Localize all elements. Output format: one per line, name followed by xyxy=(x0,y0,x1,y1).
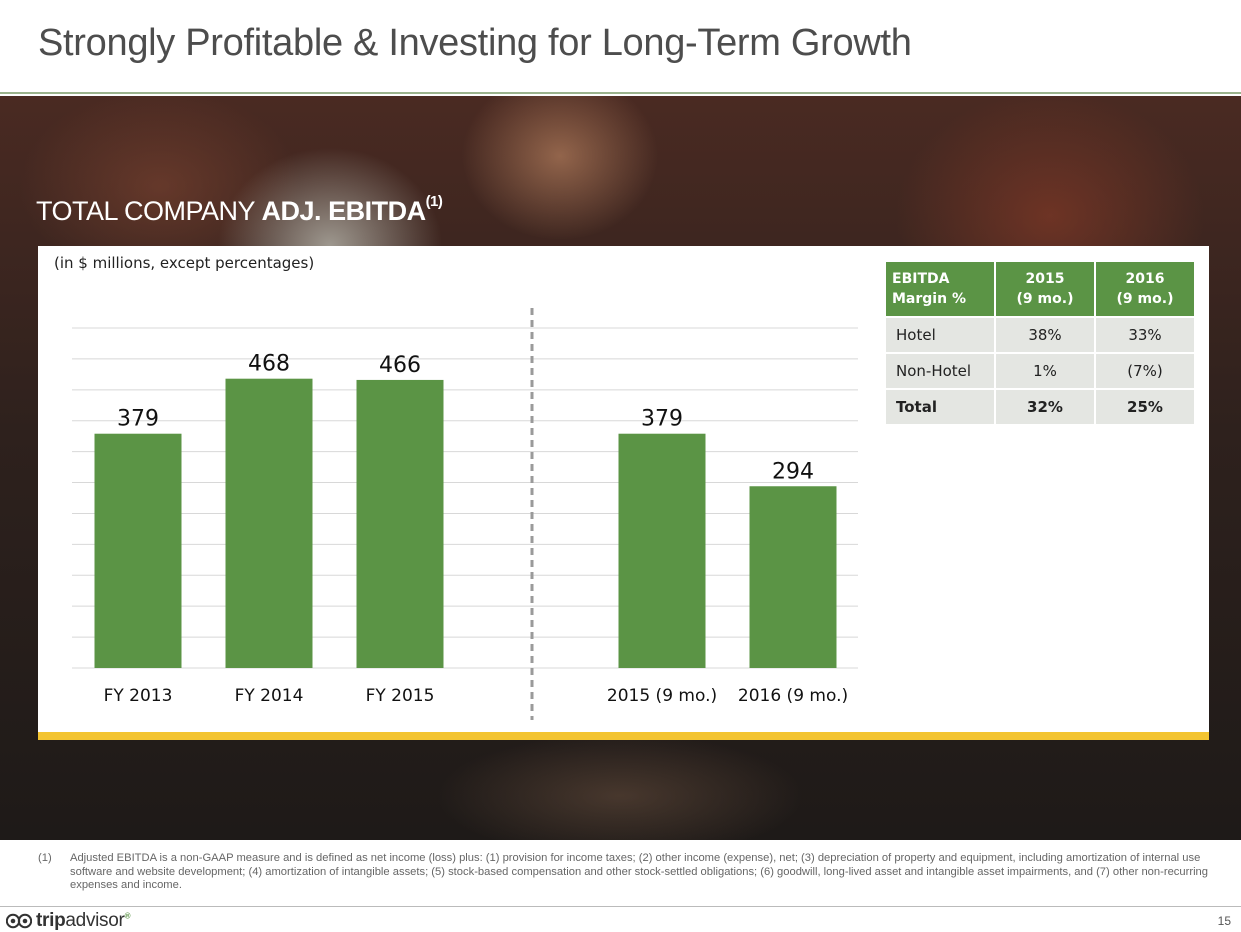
cell-2015: 32% xyxy=(996,390,1094,424)
cell-2016: 33% xyxy=(1096,318,1194,352)
cell-2015: 1% xyxy=(996,354,1094,388)
section-heading: TOTAL COMPANY ADJ. EBITDA(1) xyxy=(36,193,443,227)
title-bar: Strongly Profitable & Investing for Long… xyxy=(0,0,1241,92)
logo-text: tripadvisor® xyxy=(36,910,130,932)
section-heading-bold: ADJ. EBITDA xyxy=(261,196,427,226)
data-label: 294 xyxy=(772,459,814,484)
table-row: Hotel 38% 33% xyxy=(886,318,1194,352)
page-number: 15 xyxy=(1217,914,1231,928)
card-accent-bar xyxy=(38,732,1209,740)
units-note: (in $ millions, except percentages) xyxy=(54,254,315,272)
row-label: Hotel xyxy=(886,318,994,352)
category-label: 2015 (9 mo.) xyxy=(607,686,717,706)
ebitda-margin-table: EBITDA Margin % 2015 (9 mo.) 2016 (9 mo.) H… xyxy=(884,260,1196,426)
footnote-text: Adjusted EBITDA is a non-GAAP measure an… xyxy=(70,852,1208,891)
bars xyxy=(94,378,837,668)
table-header-2015: 2015 (9 mo.) xyxy=(996,262,1094,316)
logo-registered-mark: ® xyxy=(124,911,131,921)
row-label: Total xyxy=(886,390,994,424)
value-labels: 379 468 466 379 294 xyxy=(117,352,814,485)
bar xyxy=(618,433,706,668)
chart-card: (in $ millions, except percentages) 379 4… xyxy=(38,246,1209,732)
table-row-total: Total 32% 25% xyxy=(886,390,1194,424)
table-header-2016: 2016 (9 mo.) xyxy=(1096,262,1194,316)
cell-2016: (7%) xyxy=(1096,354,1194,388)
ebitda-bar-chart: 379 468 466 379 294 FY 2013 FY 2014 FY 2015 201… xyxy=(72,308,858,720)
data-label: 379 xyxy=(641,407,683,432)
category-labels: FY 2013 FY 2014 FY 2015 2015 (9 mo.) 2016 (9… xyxy=(104,686,849,706)
table-row: Non-Hotel 1% (7%) xyxy=(886,354,1194,388)
cell-2016: 25% xyxy=(1096,390,1194,424)
logo-text-light: advisor xyxy=(65,910,125,931)
title-divider xyxy=(0,92,1241,94)
page-title: Strongly Profitable & Investing for Long… xyxy=(38,22,912,64)
footer-divider xyxy=(0,906,1241,907)
bar xyxy=(225,378,313,668)
data-label: 379 xyxy=(117,407,159,432)
bar xyxy=(94,433,182,668)
bar xyxy=(749,486,837,668)
table-header-metric: EBITDA Margin % xyxy=(886,262,994,316)
cell-2015: 38% xyxy=(996,318,1094,352)
section-heading-footnote-ref: (1) xyxy=(425,193,443,210)
section-heading-regular: TOTAL COMPANY xyxy=(36,196,262,226)
table-header-row: EBITDA Margin % 2015 (9 mo.) 2016 (9 mo.) xyxy=(886,262,1194,316)
bar xyxy=(356,379,444,668)
category-label: FY 2013 xyxy=(104,686,173,706)
logo-text-bold: trip xyxy=(36,910,66,931)
data-label: 466 xyxy=(379,353,421,378)
category-label: 2016 (9 mo.) xyxy=(738,686,848,706)
footnote-number: (1) xyxy=(38,852,52,864)
data-label: 468 xyxy=(248,352,290,377)
row-label: Non-Hotel xyxy=(886,354,994,388)
category-label: FY 2015 xyxy=(366,686,435,706)
owl-eyes-icon xyxy=(6,913,32,929)
gridlines xyxy=(72,327,858,669)
category-label: FY 2014 xyxy=(235,686,304,706)
